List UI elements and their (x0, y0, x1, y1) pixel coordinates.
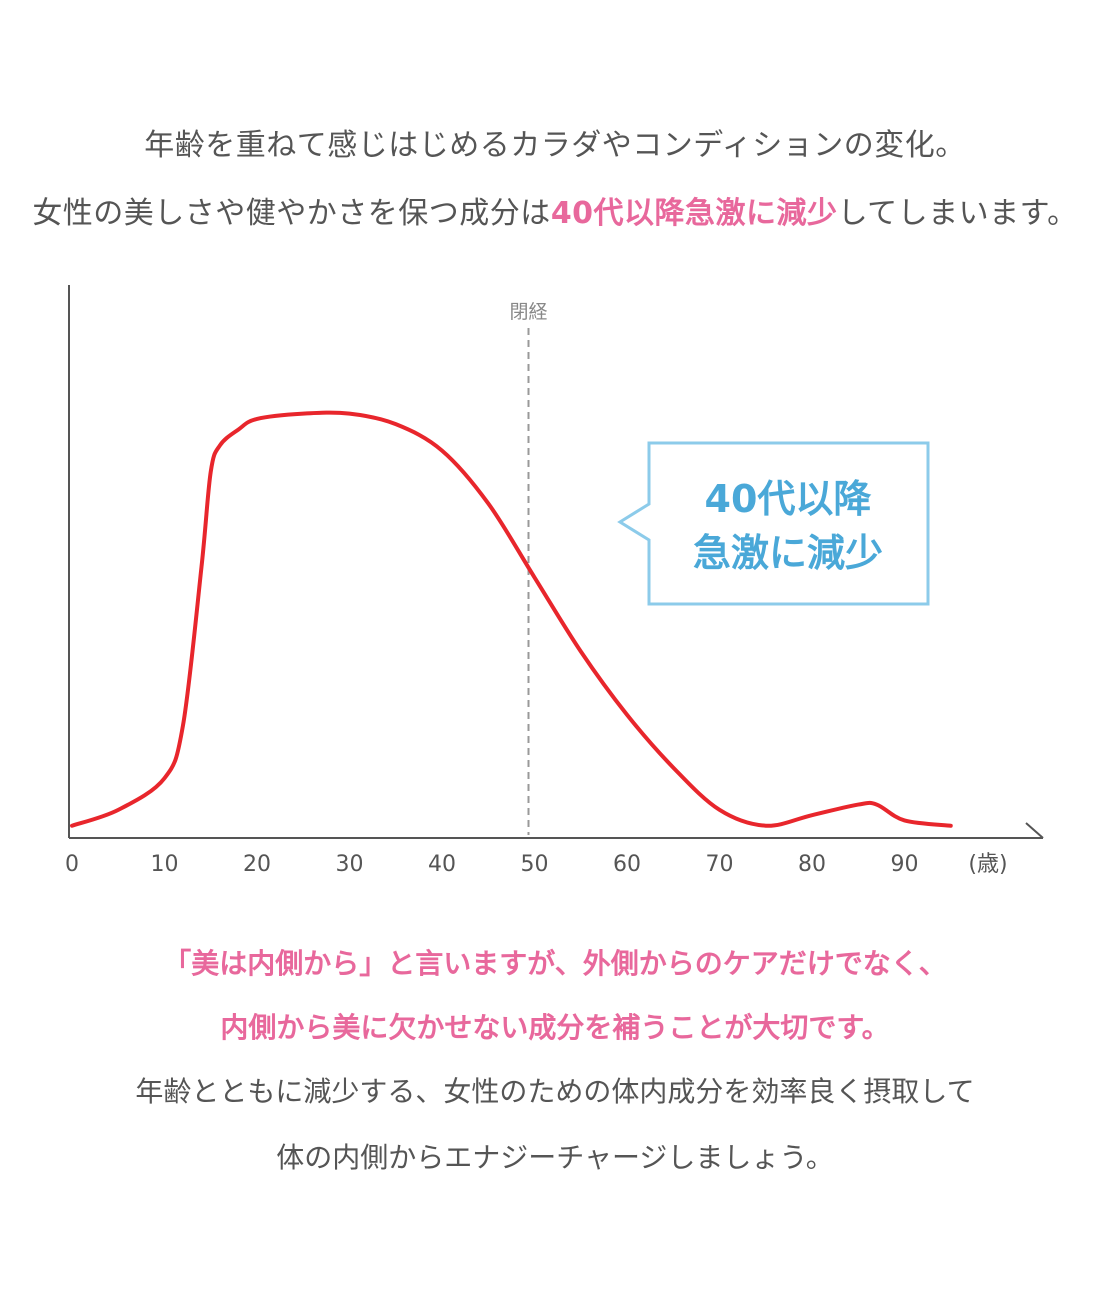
decline-chart: 0 10 20 30 40 50 60 70 80 90 (歳) 閉経 40代以降 急激に減少 (65, 285, 1044, 877)
x-tick-label: 10 (151, 852, 179, 877)
x-tick-labels: 0 10 20 30 40 50 60 70 80 90 (65, 852, 919, 877)
callout-box: 40代以降 急激に減少 (617, 441, 930, 606)
x-tick-label: 70 (706, 852, 734, 877)
series-line (70, 410, 953, 828)
x-tick-label: 60 (613, 852, 641, 877)
x-tick-label: 80 (798, 852, 826, 877)
callout-line-2: 急激に減少 (693, 531, 883, 575)
outro-line-3: 年齢とともに減少する、女性のための体内成分を効率良く摂取して (135, 1075, 975, 1108)
intro-line-2-pre: 女性の美しさや健やかさを保つ成分は (32, 196, 551, 231)
outro-line-2: 内側から美に欠かせない成分を補うことが大切です。 (220, 1011, 890, 1044)
outro-line-4: 体の内側からエナジーチャージしましょう。 (276, 1141, 834, 1174)
outro-line-1: 「美は内側から」と言いますが、外側からのケアだけでなく、 (163, 947, 947, 980)
intro-line-1: 年齢を重ねて感じはじめるカラダやコンディションの変化。 (144, 128, 966, 163)
x-tick-label: 20 (243, 852, 271, 877)
intro-line-2: 女性の美しさや健やかさを保つ成分は40代以降急激に減少してしまいます。 (0, 188, 1110, 232)
x-tick-label: 40 (428, 852, 456, 877)
intro-highlight: 40代以降急激に減少 (550, 196, 838, 231)
x-tick-label: 90 (891, 852, 919, 877)
x-tick-label: 30 (336, 852, 364, 877)
callout-line-1: 40代以降 (705, 477, 872, 521)
menopause-label: 閉経 (509, 301, 547, 323)
x-tick-label: 50 (521, 852, 549, 877)
intro-line-2-post: してしまいます。 (837, 196, 1078, 231)
x-axis-arrow (1025, 822, 1044, 839)
x-unit-label: (歳) (968, 852, 1007, 877)
x-tick-label: 0 (65, 852, 79, 877)
